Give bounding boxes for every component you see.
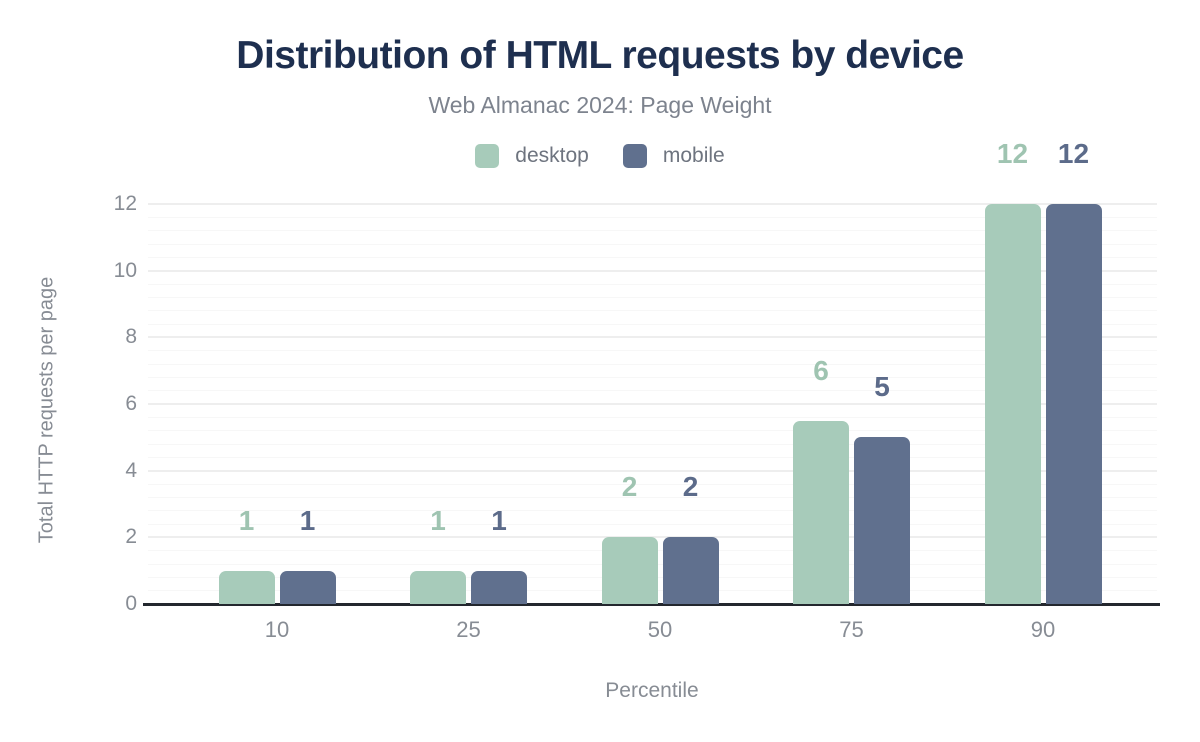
grid-line-minor — [148, 416, 1157, 418]
grid-line-minor — [148, 443, 1157, 445]
grid-line-minor — [148, 376, 1157, 378]
x-tick-label: 10 — [264, 617, 290, 642]
grid-line-minor — [148, 350, 1157, 352]
grid-line-minor — [148, 496, 1157, 498]
y-tick-label: 8 — [125, 325, 137, 349]
grid-line-minor — [148, 230, 1157, 232]
grid-line-major — [148, 469, 1157, 472]
bar-mobile-p50 — [662, 537, 719, 604]
y-tick-label: 12 — [113, 192, 137, 215]
legend-item-mobile: mobile — [622, 144, 725, 168]
bar-mobile-p10 — [279, 570, 336, 604]
bar-mobile-p25 — [471, 570, 527, 604]
x-tick-label: 50 — [647, 617, 673, 642]
grid-line-minor — [148, 390, 1157, 392]
grid-line-minor — [148, 283, 1157, 285]
grid-line-minor — [148, 510, 1157, 512]
grid-line-minor — [148, 430, 1157, 432]
bar-desktop-p25 — [410, 570, 466, 604]
grid-line-minor — [148, 310, 1157, 312]
grid-line-minor — [148, 456, 1157, 458]
grid-line-minor — [148, 323, 1157, 325]
grid-line-minor — [148, 363, 1157, 365]
grid-line-minor — [148, 523, 1157, 525]
legend: desktop mobile — [0, 143, 1200, 169]
bar-value-label-desktop-p25: 1 — [430, 504, 446, 536]
x-tick-label: 25 — [456, 617, 481, 642]
bar-desktop-p50 — [601, 537, 658, 604]
y-tick-label: 10 — [113, 258, 137, 282]
grid-line-minor — [148, 296, 1157, 298]
bar-value-label-mobile-p75: 5 — [874, 371, 890, 403]
y-tick-label: 2 — [125, 525, 137, 549]
bar-value-label-desktop-p75: 6 — [813, 354, 829, 386]
x-axis-line — [143, 603, 1160, 606]
y-tick-label: 6 — [125, 392, 137, 415]
legend-item-desktop: desktop — [475, 144, 589, 168]
grid-line-minor — [148, 483, 1157, 485]
bar-value-label-desktop-p50: 2 — [621, 471, 638, 503]
bar-mobile-p90 — [1045, 204, 1102, 604]
grid-line-major — [148, 403, 1157, 405]
x-axis-title: Percentile — [605, 679, 699, 702]
legend-label-desktop: desktop — [515, 144, 589, 167]
grid-line-minor — [148, 243, 1157, 245]
bar-mobile-p75 — [854, 437, 910, 604]
grid-line-minor — [148, 216, 1157, 218]
y-tick-label: 4 — [125, 458, 137, 482]
bar-value-label-mobile-p10: 1 — [299, 504, 316, 536]
bar-value-label-mobile-p90: 12 — [1057, 138, 1090, 169]
chart-subtitle: Web Almanac 2024: Page Weight — [428, 92, 772, 118]
x-tick-label: 90 — [1030, 617, 1056, 642]
bar-desktop-p75 — [793, 420, 849, 604]
legend-label-mobile: mobile — [662, 144, 725, 167]
bar-value-label-desktop-p90: 12 — [996, 138, 1029, 169]
grid-line-minor — [148, 256, 1157, 258]
x-tick-label: 75 — [839, 617, 864, 642]
bar-value-label-desktop-p10: 1 — [238, 504, 255, 536]
bar-desktop-p10 — [218, 570, 275, 604]
mobile-swatch-icon — [622, 144, 647, 168]
grid-line-major — [148, 203, 1157, 205]
bar-value-label-mobile-p50: 2 — [682, 471, 699, 503]
grid-line-major — [148, 269, 1157, 272]
desktop-swatch-icon — [475, 144, 500, 168]
bar-value-label-mobile-p25: 1 — [491, 504, 507, 536]
bar-desktop-p90 — [984, 204, 1041, 604]
chart-title: Distribution of HTML requests by device — [236, 34, 964, 77]
grid-line-major — [148, 336, 1157, 339]
y-tick-label: 0 — [125, 592, 137, 615]
